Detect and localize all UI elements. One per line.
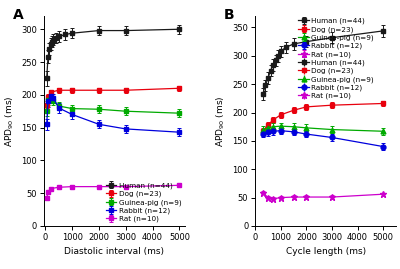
Legend: Human (n=44), Dog (n=23), Guinea-pig (n=9), Rabbit (n=12), Rat (n=10), Human (n=: Human (n=44), Dog (n=23), Guinea-pig (n=… [298, 18, 374, 100]
Text: A: A [13, 8, 24, 22]
X-axis label: Diastolic interval (ms): Diastolic interval (ms) [64, 247, 164, 256]
Legend: Human (n=44), Dog (n=23), Guinea-pig (n=9), Rabbit (n=12), Rat (n=10): Human (n=44), Dog (n=23), Guinea-pig (n=… [106, 182, 181, 222]
X-axis label: Cycle length (ms): Cycle length (ms) [286, 247, 366, 256]
Y-axis label: APD$_{90}$ (ms): APD$_{90}$ (ms) [3, 95, 16, 147]
Text: B: B [224, 8, 235, 22]
Y-axis label: APD$_{90}$ (ms): APD$_{90}$ (ms) [214, 95, 227, 147]
